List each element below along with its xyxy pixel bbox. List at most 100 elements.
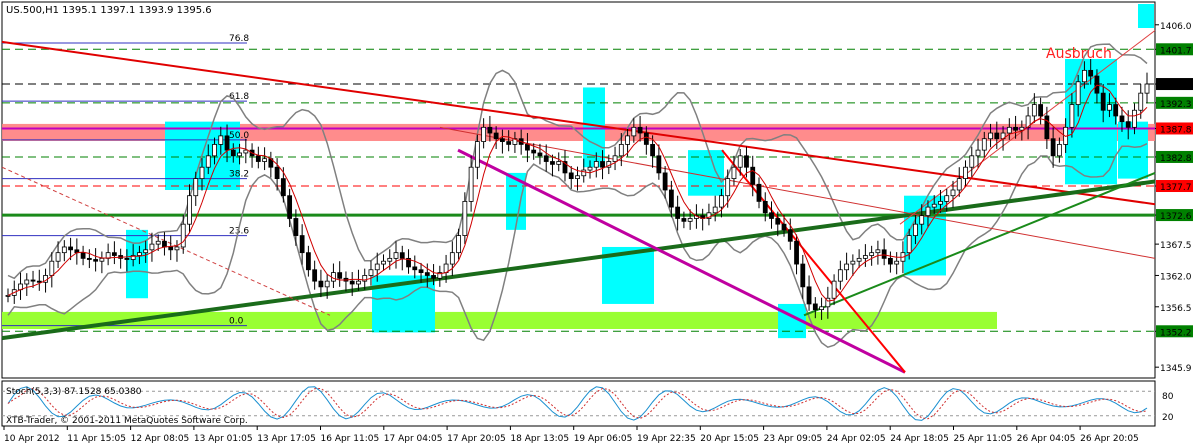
candle-body [531, 149, 537, 154]
candle-body [243, 149, 249, 154]
x-tick-label: 17 Apr 04:05 [384, 434, 443, 444]
price-tag-label: 1352.2 [1160, 328, 1192, 338]
candle-body [593, 161, 599, 168]
candle-body [919, 215, 925, 225]
candle-body [1056, 144, 1062, 157]
candle-body [550, 161, 555, 165]
candle-body [36, 280, 42, 283]
candle-body [812, 303, 818, 311]
bollinger-lower [7, 143, 1148, 349]
stochastic-frame [1, 380, 1156, 427]
candle-body [981, 138, 987, 151]
candle-body [1069, 104, 1075, 128]
candle-body [769, 212, 774, 219]
candle-body [337, 272, 343, 279]
candle-body [393, 252, 399, 259]
candle-body [925, 206, 931, 217]
candle-body [762, 200, 768, 214]
candle-body [787, 229, 793, 242]
candle-body [650, 144, 655, 157]
candle-body [412, 266, 418, 271]
candle-body [618, 144, 624, 157]
candle-body [406, 257, 411, 268]
x-tick-label: 24 Apr 18:05 [890, 434, 949, 444]
candle-body [1019, 126, 1025, 131]
candle-body [437, 272, 443, 279]
candle-body [1013, 126, 1018, 131]
x-tick-label: 16 Apr 11:05 [321, 434, 380, 444]
stoch-axis-80: 80 [1162, 392, 1174, 402]
copyright-text: XTB-Trader, © 2001-2011 MetaQuotes Softw… [6, 416, 248, 426]
candle-body [124, 257, 130, 260]
candle-body [1100, 92, 1106, 111]
candle-body [1138, 92, 1144, 111]
candle-body [675, 206, 681, 219]
x-tick-label: 23 Apr 09:05 [764, 434, 823, 444]
y-tick-label: 1362.0 [1160, 272, 1192, 282]
price-tag-label: 1377.7 [1160, 183, 1192, 193]
candle-body [174, 246, 180, 251]
candle-body [312, 269, 318, 282]
candle-body [881, 249, 887, 259]
x-tick-label: 17 Apr 20:05 [447, 434, 506, 444]
candle-body [356, 280, 361, 285]
x-tick-label: 13 Apr 17:05 [257, 434, 316, 444]
candle-body [324, 280, 330, 288]
candle-body [975, 149, 981, 157]
cyan-marker-box [1138, 4, 1154, 28]
candle-body [775, 218, 781, 225]
candle-body [568, 172, 574, 180]
candle-body [706, 212, 712, 219]
candle-body [687, 218, 693, 222]
candle-body [61, 246, 67, 254]
candle-body [462, 200, 468, 236]
x-tick-label: 11 Apr 15:05 [67, 434, 126, 444]
candle-body [656, 155, 662, 174]
candle-body [1044, 115, 1050, 140]
candle-body [794, 240, 799, 265]
candle-body [93, 259, 99, 262]
price-tag-bg [1156, 180, 1193, 193]
candle-body [800, 263, 806, 288]
candle-body [831, 280, 837, 299]
candle-body [1107, 104, 1112, 111]
candle-body [944, 195, 950, 202]
candle-body [537, 152, 543, 157]
candle-body [712, 206, 718, 214]
price-zone-box [688, 150, 724, 196]
trendline-green-short [803, 171, 1156, 317]
fibonacci-levels: 76.8 61.8 50.0 38.2 23.6 0.0 [2, 34, 249, 327]
breakout-annotation: Ausbruch [1046, 46, 1112, 62]
candle-body [587, 166, 593, 171]
trendline-red-dash [1, 166, 331, 316]
candle-body [481, 126, 487, 142]
price-zone-box [1118, 121, 1148, 179]
candle-body [399, 252, 405, 259]
candle-body [994, 132, 1000, 140]
price-tag-bg [1156, 209, 1193, 222]
candle-body [969, 155, 975, 168]
candle-body [506, 141, 512, 145]
candle-body [894, 260, 900, 265]
candle-body [637, 126, 643, 134]
candle-body [806, 286, 812, 305]
candle-body [938, 200, 943, 205]
candle-body [869, 252, 875, 256]
candle-body [825, 297, 831, 308]
candle-body [387, 257, 393, 262]
candle-body [155, 240, 161, 245]
candle-body [130, 255, 136, 260]
moving-average [7, 84, 1148, 302]
candle-body [844, 263, 850, 271]
candle-body [1144, 83, 1150, 94]
candle-body [68, 246, 73, 251]
price-tag-label: 1372.6 [1160, 212, 1192, 222]
candle-body [681, 218, 687, 222]
candle-body [543, 155, 549, 162]
candle-body [418, 269, 424, 274]
time-axis: 10 Apr 2012 11 Apr 15:05 12 Apr 08:05 13 Ap… [3, 426, 1139, 444]
price-zone-box [583, 87, 605, 168]
candle-body [5, 294, 11, 297]
candle-body [643, 132, 649, 145]
candle-body [950, 189, 956, 197]
